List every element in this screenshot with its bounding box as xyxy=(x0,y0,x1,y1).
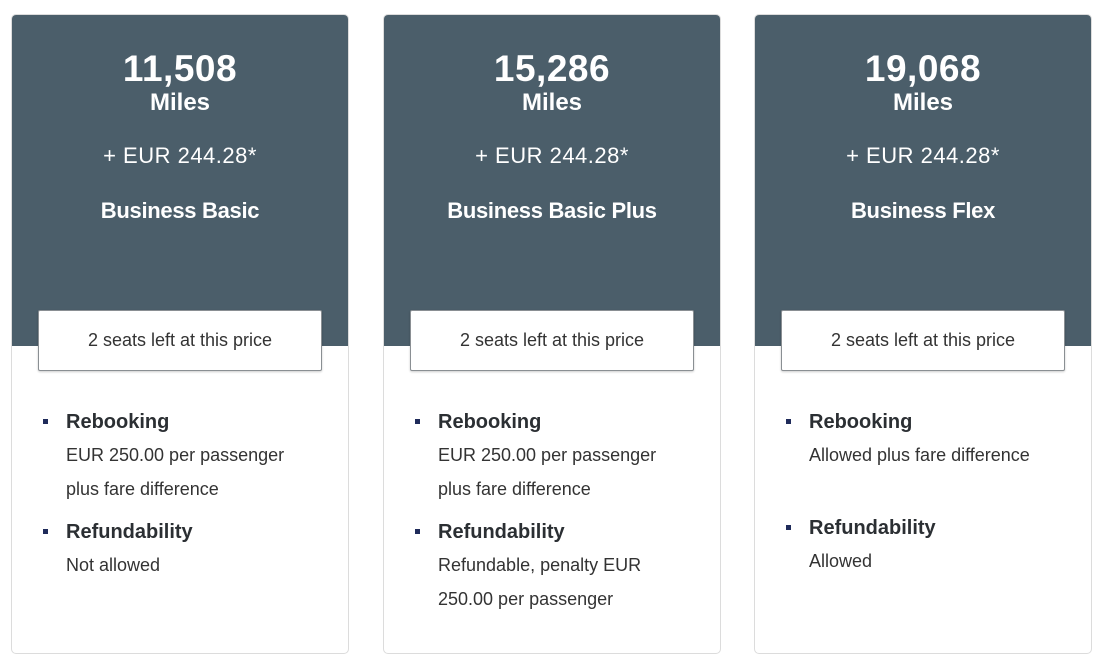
cash-price: + EUR 244.28* xyxy=(475,143,629,168)
miles-amount: 11,508 xyxy=(122,48,238,89)
bullet-icon xyxy=(43,419,48,424)
bullet-icon xyxy=(786,525,791,530)
miles-amount: 19,068 xyxy=(864,48,982,89)
miles-amount: 15,286 xyxy=(493,48,611,89)
bullet-icon xyxy=(415,529,420,534)
feature-name: Refundability xyxy=(66,521,193,543)
cash-price: + EUR 244.28* xyxy=(103,143,257,168)
feature-name: Refundability xyxy=(809,517,936,539)
feature-rebooking: Rebooking EUR 250.00 per passenger plus … xyxy=(415,410,720,506)
fare-features: Rebooking EUR 250.00 per passenger plus … xyxy=(12,346,348,612)
fare-header: 15,286 Miles + EUR 244.28* Business Basi… xyxy=(384,15,720,346)
fare-tier-name: Business Basic xyxy=(100,198,260,223)
fare-tier-name: Business Basic Plus xyxy=(447,198,657,223)
miles-unit: Miles xyxy=(892,89,954,116)
bullet-icon xyxy=(786,419,791,424)
feature-detail: Allowed xyxy=(809,551,873,571)
feature-refundability: Refundability Refundable, penalty EUR 25… xyxy=(415,520,720,616)
cash-price: + EUR 244.28* xyxy=(846,143,1000,168)
fare-header: 19,068 Miles + EUR 244.28* Business Flex xyxy=(755,15,1091,346)
feature-rebooking: Rebooking Allowed plus fare difference xyxy=(786,410,1091,502)
feature-name: Rebooking xyxy=(438,411,542,433)
feature-rebooking: Rebooking EUR 250.00 per passenger plus … xyxy=(43,410,348,506)
feature-detail: Not allowed xyxy=(66,555,161,575)
fare-header: 11,508 Miles + EUR 244.28* Business Basi… xyxy=(12,15,348,346)
fare-features: Rebooking EUR 250.00 per passenger plus … xyxy=(384,346,720,616)
feature-detail: Refundable, penalty EUR 250.00 per passe… xyxy=(438,555,642,609)
miles-unit: Miles xyxy=(149,89,211,116)
fare-card[interactable]: 19,068 Miles + EUR 244.28* Business Flex… xyxy=(754,14,1092,654)
feature-detail: Allowed plus fare difference xyxy=(809,445,1030,465)
feature-refundability: Refundability Allowed xyxy=(786,516,1091,608)
seats-left-badge: 2 seats left at this price xyxy=(38,310,322,371)
fare-tier-name: Business Flex xyxy=(850,198,996,223)
feature-name: Rebooking xyxy=(809,411,913,433)
feature-detail: EUR 250.00 per passenger plus fare diffe… xyxy=(438,445,657,499)
feature-name: Refundability xyxy=(438,521,565,543)
seats-left-badge: 2 seats left at this price xyxy=(410,310,694,371)
fare-card[interactable]: 15,286 Miles + EUR 244.28* Business Basi… xyxy=(383,14,721,654)
feature-refundability: Refundability Not allowed xyxy=(43,520,348,612)
bullet-icon xyxy=(43,529,48,534)
feature-name: Rebooking xyxy=(66,411,170,433)
bullet-icon xyxy=(415,419,420,424)
seats-left-badge: 2 seats left at this price xyxy=(781,310,1065,371)
miles-unit: Miles xyxy=(521,89,583,116)
fare-card[interactable]: 11,508 Miles + EUR 244.28* Business Basi… xyxy=(11,14,349,654)
feature-detail: EUR 250.00 per passenger plus fare diffe… xyxy=(66,445,285,499)
fare-features: Rebooking Allowed plus fare difference R… xyxy=(755,346,1091,608)
